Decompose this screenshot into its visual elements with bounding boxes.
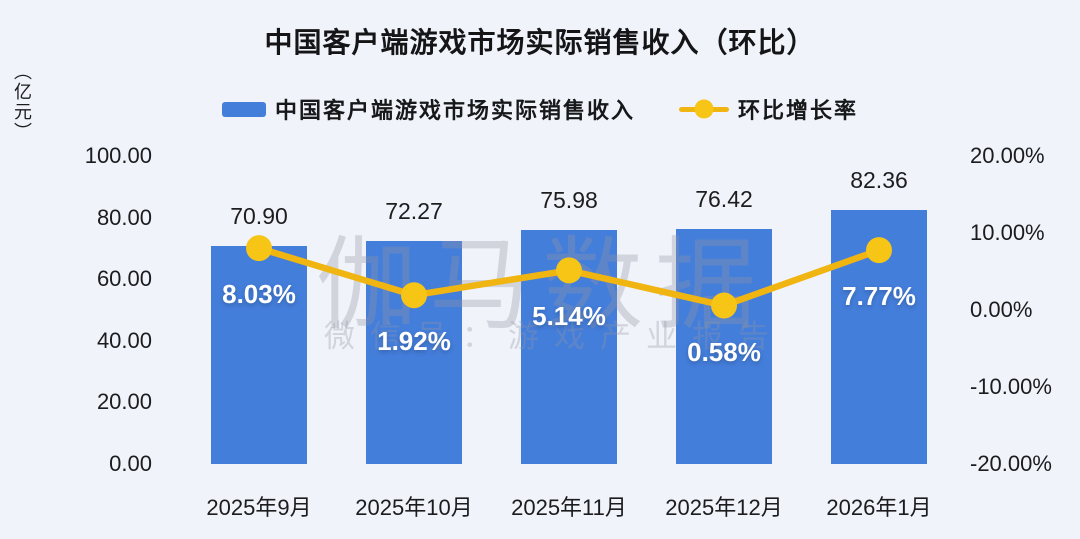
line-series-dot-icon <box>694 99 714 119</box>
bar-value-label: 72.27 <box>385 198 443 225</box>
bar-value-label: 82.36 <box>850 167 908 194</box>
growth-rate-label: 7.77% <box>842 281 916 312</box>
right-axis-tick-label: 20.00% <box>970 143 1045 168</box>
x-axis-category-label: 2026年1月 <box>826 495 932 520</box>
left-axis-tick-label: 20.00 <box>96 389 152 415</box>
legend-item-growth-rate: 环比增长率 <box>679 93 858 125</box>
right-axis-tick-label: 10.00% <box>970 220 1045 245</box>
watermark-wechat: 微信号：游戏产业报告 <box>324 319 784 354</box>
legend: 中国客户端游戏市场实际销售收入 环比增长率 <box>0 94 1080 124</box>
left-axis-tick-label: 80.00 <box>96 204 152 230</box>
left-axis-tick-label: 100.00 <box>84 143 152 168</box>
left-axis-tick-label: 0.00 <box>109 451 152 476</box>
revenue-bar <box>831 210 927 464</box>
line-series-label: 环比增长率 <box>738 98 859 123</box>
right-axis-tick-label: 0.00% <box>970 297 1033 322</box>
x-axis-category-label: 2025年12月 <box>665 495 783 520</box>
growth-rate-label: 0.58% <box>687 336 761 367</box>
right-axis-tick-label: -10.00% <box>970 374 1052 399</box>
left-axis-tick-label: 60.00 <box>96 266 152 292</box>
bar-value-label: 76.42 <box>695 185 753 212</box>
growth-rate-label: 1.92% <box>377 326 451 357</box>
legend-item-revenue: 中国客户端游戏市场实际销售收入 <box>221 93 635 125</box>
chart-title: 中国客户端游戏市场实际销售收入（环比） <box>264 27 816 58</box>
left-axis-tick-label: 40.00 <box>96 327 152 353</box>
bar-value-label: 70.90 <box>230 202 288 229</box>
bar-series-label: 中国客户端游戏市场实际销售收入 <box>274 98 635 123</box>
right-axis-tick-label: -20.00% <box>970 451 1052 476</box>
growth-rate-label: 5.14% <box>532 301 606 332</box>
x-axis-category-label: 2025年11月 <box>511 495 627 520</box>
x-axis-category-label: 2025年10月 <box>355 495 473 520</box>
line-series-swatch-icon <box>679 99 729 119</box>
left-axis-unit-label: （亿元） <box>12 62 32 142</box>
bar-value-label: 75.98 <box>540 186 598 213</box>
x-axis-category-label: 2025年9月 <box>206 495 312 520</box>
bar-series-swatch-icon <box>221 101 266 117</box>
growth-rate-label: 8.03% <box>222 279 296 310</box>
